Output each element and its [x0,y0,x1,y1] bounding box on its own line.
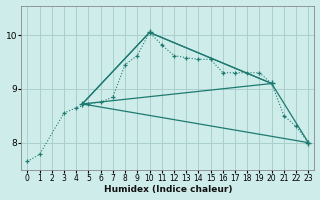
X-axis label: Humidex (Indice chaleur): Humidex (Indice chaleur) [104,185,232,194]
